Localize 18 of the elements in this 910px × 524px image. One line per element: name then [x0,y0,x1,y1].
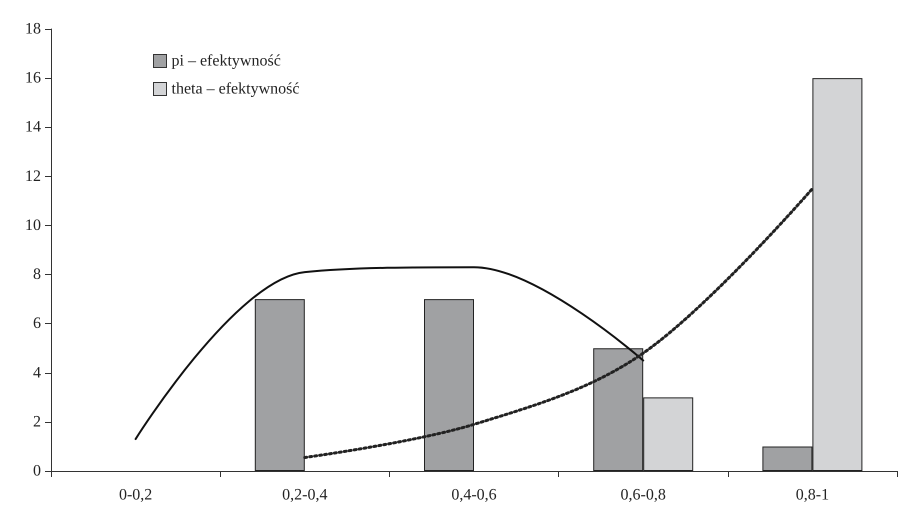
y-tick-label: 14 [25,118,41,136]
y-tick-label: 12 [25,168,41,185]
y-tick-label: 10 [25,216,41,234]
x-tick-label: 0,2-0,4 [282,486,328,504]
x-tick-label: 0,8-1 [796,486,830,504]
y-tick-label: 4 [33,364,41,382]
legend-label: theta – efektywność [172,80,300,98]
y-tick-label: 6 [33,315,41,332]
x-tick-label: 0,6-0,8 [620,486,666,504]
line-series [134,266,644,440]
y-tick-label: 8 [33,266,41,284]
x-tick-label: 0,4-0,6 [451,486,497,504]
x-tick-label: 0-0,2 [118,486,152,504]
y-tick-label: 18 [25,20,41,38]
y-tick-label: 0 [33,462,41,480]
y-tick-label: 16 [25,70,41,87]
legend-label: pi – efektywność [172,52,281,70]
y-tick-label: 2 [33,413,41,430]
